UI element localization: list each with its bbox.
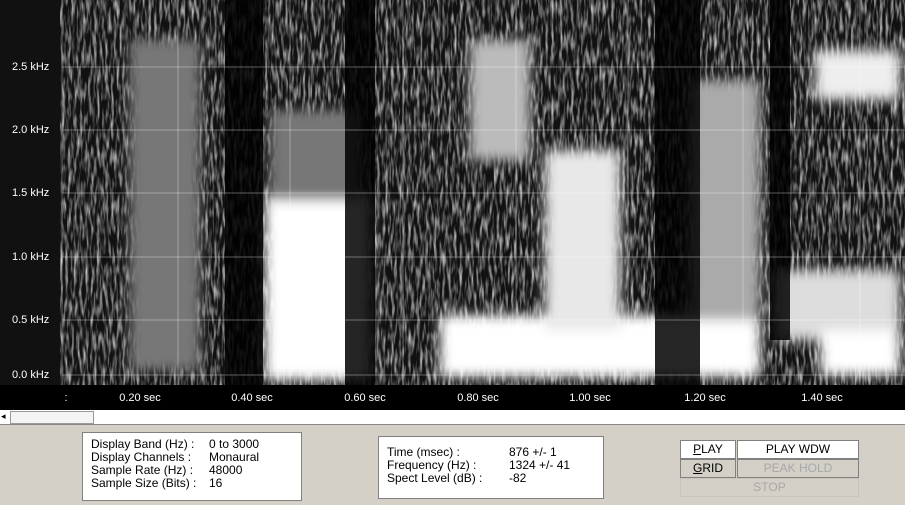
info-row: Spect Level (dB) :-82 xyxy=(387,472,603,485)
spectrogram-app: 2.5 kHz 2.0 kHz 1.5 kHz 1.0 kHz 0.5 kHz 0.0 k… xyxy=(0,0,905,505)
x-axis-label: 1.00 sec xyxy=(569,392,611,404)
y-axis-label: 0.5 kHz xyxy=(12,314,49,326)
play-button[interactable]: PLAY xyxy=(680,440,736,459)
spectrogram-view: 2.5 kHz 2.0 kHz 1.5 kHz 1.0 kHz 0.5 kHz 0.0 k… xyxy=(0,0,905,410)
play-window-button[interactable]: PLAY WDW xyxy=(737,440,859,459)
y-axis-label: 1.0 kHz xyxy=(12,251,49,263)
x-axis-label: : xyxy=(64,392,67,404)
y-axis-label: 2.0 kHz xyxy=(12,124,49,136)
x-axis-label: 0.40 sec xyxy=(231,392,273,404)
x-axis-label: 0.20 sec xyxy=(119,392,161,404)
x-axis-label: 1.40 sec xyxy=(801,392,843,404)
x-axis-label: 1.20 sec xyxy=(684,392,726,404)
info-row: Sample Size (Bits) :16 xyxy=(91,477,301,490)
scroll-left-arrow[interactable]: ◂ xyxy=(1,411,6,422)
peak-hold-button[interactable]: PEAK HOLD xyxy=(737,459,859,478)
horizontal-scrollbar[interactable]: ◂ xyxy=(0,410,905,425)
scroll-thumb[interactable] xyxy=(10,411,94,424)
info-value: 16 xyxy=(209,477,222,490)
grid-button[interactable]: GRID xyxy=(680,459,736,478)
y-axis-label: 2.5 kHz xyxy=(12,61,49,73)
info-value: -82 xyxy=(509,472,526,485)
stop-button[interactable]: STOP xyxy=(680,478,859,497)
y-axis-label: 0.0 kHz xyxy=(12,369,49,381)
info-key: Sample Size (Bits) : xyxy=(91,477,209,490)
y-axis-label: 1.5 kHz xyxy=(12,187,49,199)
x-axis-label: 0.60 sec xyxy=(344,392,386,404)
x-axis-label: 0.80 sec xyxy=(457,392,499,404)
info-key: Spect Level (dB) : xyxy=(387,472,509,485)
